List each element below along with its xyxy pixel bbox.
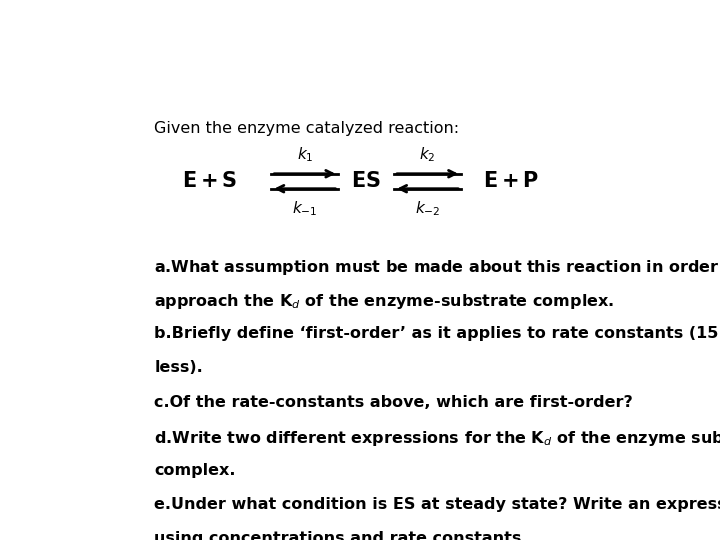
Text: less).: less). (154, 360, 203, 375)
Text: $\mathbf{E+S}$: $\mathbf{E+S}$ (182, 171, 238, 191)
Text: $\mathbf{ES}$: $\mathbf{ES}$ (351, 171, 381, 191)
Text: $k_2$: $k_2$ (419, 145, 436, 164)
Text: complex.: complex. (154, 463, 235, 478)
Text: $k_{-2}$: $k_{-2}$ (415, 199, 441, 218)
Text: Given the enzyme catalyzed reaction:: Given the enzyme catalyzed reaction: (154, 121, 459, 136)
Text: $k_{-1}$: $k_{-1}$ (292, 199, 318, 218)
Text: $\mathbf{E+P}$: $\mathbf{E+P}$ (483, 171, 539, 191)
Text: using concentrations and rate constants.: using concentrations and rate constants. (154, 531, 528, 540)
Text: b.Briefly define ‘first-order’ as it applies to rate constants (15 words or: b.Briefly define ‘first-order’ as it app… (154, 326, 720, 341)
Text: d.Write two different expressions for the K$_d$ of the enzyme substrate: d.Write two different expressions for th… (154, 429, 720, 448)
Text: approach the K$_d$ of the enzyme-substrate complex.: approach the K$_d$ of the enzyme-substra… (154, 292, 614, 311)
Text: a.What assumption must be made about this reaction in order for K$_m$ to: a.What assumption must be made about thi… (154, 258, 720, 277)
Text: c.Of the rate-constants above, which are first-order?: c.Of the rate-constants above, which are… (154, 395, 633, 409)
Text: $k_1$: $k_1$ (297, 145, 313, 164)
Text: e.Under what condition is ES at steady state? Write an expression: e.Under what condition is ES at steady s… (154, 497, 720, 512)
